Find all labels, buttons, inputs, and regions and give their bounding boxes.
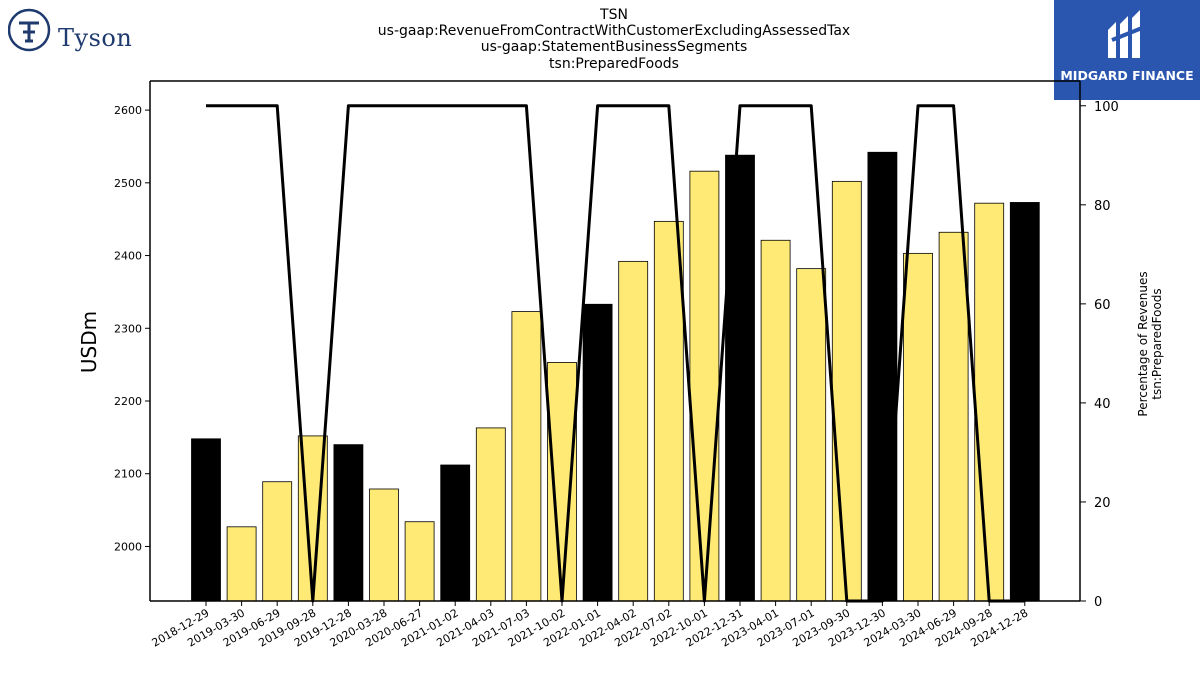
y2-tick-label-60: 60: [1094, 298, 1111, 313]
bar-2023-09-30: [831, 180, 862, 602]
bar-2019-12-28: [333, 444, 364, 602]
bar-2021-01-02: [440, 464, 471, 602]
chart-title-axis: us-gaap:StatementBusinessSegments: [480, 39, 748, 55]
bar-2023-07-01: [796, 268, 827, 602]
y-tick-label-2400: 2400: [114, 250, 142, 263]
y2-tick-label-100: 100: [1094, 100, 1119, 115]
bar-2021-07-03: [511, 311, 542, 602]
y2-tick-label-40: 40: [1094, 397, 1111, 412]
y-tick-label-2200: 2200: [114, 395, 142, 408]
bar-2024-12-28: [1009, 202, 1040, 602]
midgard-emblem-icon: [1108, 10, 1143, 58]
bar-2018-12-29: [191, 438, 221, 602]
bar-2022-01-01: [582, 303, 613, 602]
chart-title-metric: us-gaap:RevenueFromContractWithCustomerE…: [377, 23, 851, 39]
bar-2021-10-02: [547, 362, 577, 602]
y-tick-label-2300: 2300: [114, 322, 142, 335]
tyson-wordmark: Tyson: [58, 24, 133, 52]
y-tick-label-2000: 2000: [114, 540, 142, 553]
y2-tick-label-80: 80: [1094, 199, 1111, 214]
bar-2022-04-02: [618, 260, 649, 602]
bar-2024-03-30: [903, 252, 933, 602]
bar-2022-10-01: [689, 170, 720, 602]
y-tick-label-2100: 2100: [114, 468, 142, 481]
y2-tick-label-20: 20: [1094, 496, 1111, 511]
bar-2020-06-27: [404, 521, 435, 602]
bar-2022-12-31: [725, 154, 755, 602]
y2-tick-label-0: 0: [1094, 595, 1102, 610]
midgard-wordmark: MIDGARD FINANCE: [1060, 68, 1194, 83]
bar-2023-12-30: [867, 151, 898, 602]
chart-title-ticker: TSN: [600, 7, 628, 23]
bar-2021-04-03: [475, 427, 506, 602]
tyson-emblem-icon: [7, 8, 51, 52]
bar-2020-03-28: [369, 488, 399, 602]
bar-2024-09-28: [974, 202, 1005, 602]
percentage-line: [206, 104, 1025, 603]
chart-title-member: tsn:PreparedFoods: [549, 56, 679, 72]
bar-2024-06-29: [938, 231, 969, 602]
y-tick-label-2600: 2600: [114, 104, 142, 117]
midgard-finance-logo: MIDGARD FINANCE: [1054, 0, 1200, 100]
y-tick-label-2500: 2500: [114, 177, 142, 190]
bar-2019-06-29: [262, 481, 293, 602]
bar-2023-04-01: [760, 239, 791, 602]
bar-2019-03-30: [226, 526, 257, 602]
bar-2022-07-02: [653, 220, 684, 602]
tyson-logo: Tyson: [7, 8, 148, 54]
